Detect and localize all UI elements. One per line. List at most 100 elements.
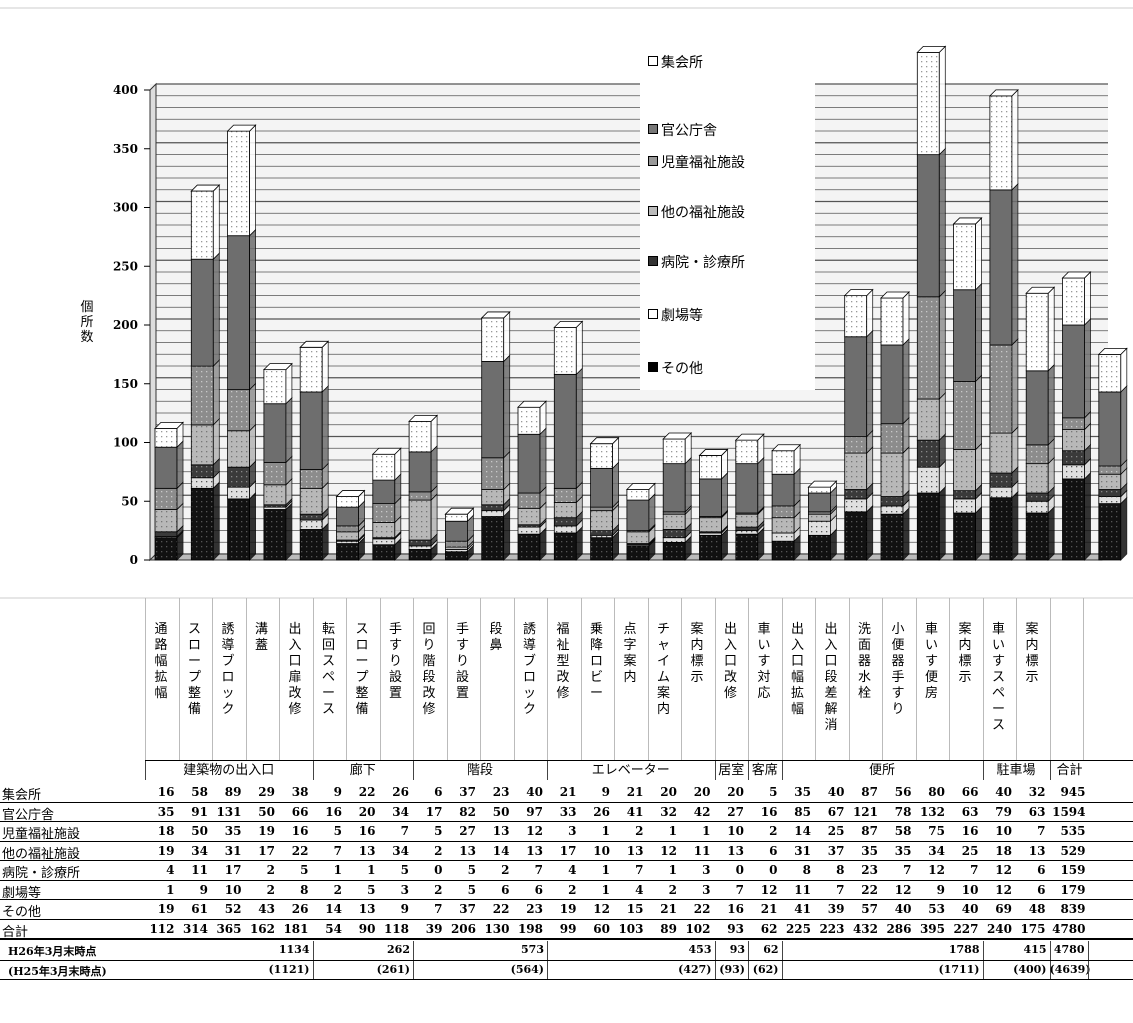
data-cell: 58 xyxy=(191,785,208,799)
row-label: 病院・診療所 xyxy=(2,866,81,881)
data-cell: 7 xyxy=(970,863,979,877)
summary-cell: 93 xyxy=(729,943,745,956)
bar-segment xyxy=(481,516,505,561)
bar-top xyxy=(589,437,620,445)
bar-segment-side xyxy=(975,216,982,291)
bar-segment xyxy=(1062,417,1085,430)
bar-segment xyxy=(989,95,1013,191)
bar-segment xyxy=(808,520,831,536)
bar-segment xyxy=(735,533,759,561)
data-cell: 42 xyxy=(693,804,711,819)
summary-divider xyxy=(781,941,783,961)
bar-segment xyxy=(662,513,686,530)
data-cell: 39 xyxy=(827,902,845,916)
data-cell: 21 xyxy=(626,785,644,799)
bar-segment xyxy=(844,436,868,454)
stacked-bar-chart: 0 50 100 150 200 250 300 350 400 xyxy=(0,7,1133,599)
header-column-rule xyxy=(915,598,917,760)
data-cell: 40 xyxy=(894,902,912,916)
data-cell: 20 xyxy=(693,785,711,799)
group-header-0: 建築物の出入口 xyxy=(183,763,275,778)
data-cell: 66 xyxy=(961,785,979,799)
data-cell: 1 xyxy=(333,863,342,877)
legend-label: 他の福祉施設 xyxy=(661,205,745,221)
data-cell: 27 xyxy=(459,824,476,838)
data-cell: 1 xyxy=(166,882,175,897)
group-divider xyxy=(312,760,314,780)
data-cell: 22 xyxy=(291,843,309,858)
bar-segment-side xyxy=(1084,318,1091,419)
bar-segment xyxy=(227,130,251,237)
bar-segment xyxy=(1025,292,1049,372)
data-cell: 15 xyxy=(626,902,644,916)
bar-segment-side xyxy=(866,504,874,561)
bar-segment xyxy=(227,486,251,500)
bar-segment xyxy=(481,510,505,517)
bar-segment-side xyxy=(212,417,220,466)
row-label: 児童福祉施設 xyxy=(2,827,81,842)
bar-top xyxy=(807,480,838,488)
bar-segment xyxy=(372,453,396,481)
data-cell: 10 xyxy=(961,882,979,897)
bar-segment xyxy=(299,519,323,530)
bar-segment xyxy=(626,531,650,544)
data-cell: 7 xyxy=(735,882,744,897)
bar-segment xyxy=(1098,465,1122,475)
header-column-rule xyxy=(446,598,448,760)
bar-segment xyxy=(553,373,577,489)
bar-segment xyxy=(662,529,686,539)
bar-segment-side xyxy=(430,493,438,541)
bar-segment xyxy=(771,532,795,542)
data-cell: 22 xyxy=(861,882,878,897)
group-divider xyxy=(982,760,984,780)
bar-segment-side xyxy=(975,282,982,383)
bar-segment-side xyxy=(1084,271,1091,326)
summary-cell: 62 xyxy=(763,943,779,956)
bar-segment-side xyxy=(249,423,257,469)
data-cell: 63 xyxy=(961,804,979,819)
data-cell: 9 xyxy=(400,902,409,916)
summary-cell: (564) xyxy=(510,962,544,976)
data-cell: 50 xyxy=(258,804,275,819)
data-cell: 11 xyxy=(794,882,811,897)
bar-segment-side xyxy=(285,396,293,464)
bar-segment xyxy=(553,532,577,561)
column-header-15: チャイム案内 xyxy=(656,622,670,717)
summary-divider xyxy=(413,960,414,980)
row-total: 839 xyxy=(1060,902,1086,916)
row-rule xyxy=(0,899,1133,900)
data-cell: 7 xyxy=(1037,824,1046,838)
data-cell: 14 xyxy=(794,824,811,838)
row-rule xyxy=(0,860,1133,861)
bar-segment-side xyxy=(612,461,619,509)
bar-segment xyxy=(699,534,722,561)
summary-cell: (1711) xyxy=(938,962,980,976)
bar-segment xyxy=(771,473,795,507)
header-column-rule xyxy=(1016,598,1017,760)
bar-segment xyxy=(227,235,251,391)
data-cell: 35 xyxy=(861,843,878,858)
data-cell: 17 xyxy=(224,863,242,877)
bar-segment xyxy=(481,504,505,512)
data-cell: 2 xyxy=(266,882,275,897)
data-cell: 37 xyxy=(459,902,476,916)
bar-segment xyxy=(1098,503,1122,561)
bar-segment xyxy=(190,477,214,489)
bar-top xyxy=(444,507,475,515)
bar-segment xyxy=(662,463,686,513)
bar-segment xyxy=(916,398,940,441)
data-cell: 11 xyxy=(693,843,711,858)
bar-segment xyxy=(263,369,287,405)
bar-segment-side xyxy=(866,288,874,338)
column-header-2: 誘導ブロック xyxy=(221,622,235,717)
column-header-25: 車いすスペース xyxy=(991,622,1005,733)
bar-segment xyxy=(662,438,686,465)
summary-divider xyxy=(413,941,414,961)
y-tick-label: 0 xyxy=(130,553,138,567)
data-cell: 3 xyxy=(400,882,409,897)
data-cell: 67 xyxy=(827,804,845,819)
column-header-26: 案内標示 xyxy=(1025,622,1039,685)
summary-cell: 415 xyxy=(1023,943,1047,956)
data-cell: 35 xyxy=(794,785,811,799)
bar-segment xyxy=(1062,450,1085,466)
